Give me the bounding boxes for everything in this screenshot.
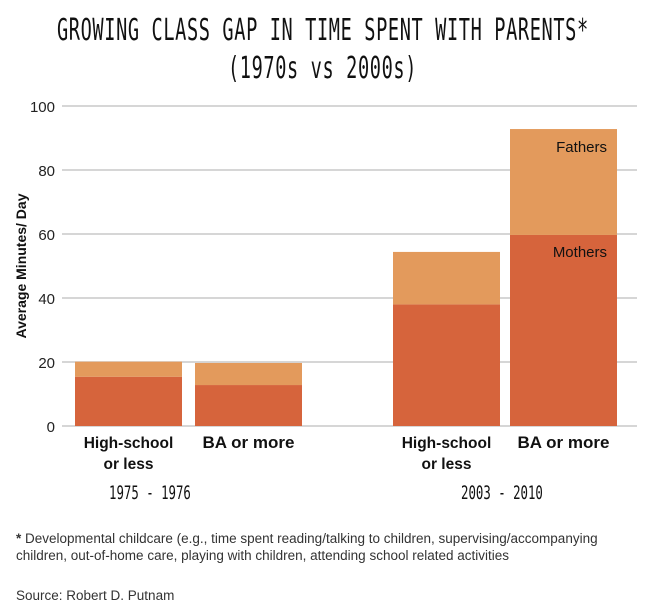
- series-label-mothers: Mothers: [553, 244, 607, 261]
- x-tick-label: High-school: [84, 435, 174, 452]
- bar-mothers: [510, 234, 617, 426]
- bar-fathers: [510, 129, 617, 235]
- group-label-1970s: 1975 - 1976: [50, 482, 250, 504]
- chart-title-text: Growing class gap in time spent with par…: [56, 13, 589, 48]
- y-tick-label: 60: [38, 227, 55, 244]
- x-tick-label: or less: [104, 456, 154, 473]
- chart-plot: 0 20 40 60 80 100 Average Minutes/ Day High-sch…: [13, 99, 637, 473]
- y-axis-label: Average Minutes/ Day: [13, 193, 29, 338]
- series-label-fathers: Fathers: [556, 139, 607, 156]
- bar-fathers: [393, 251, 500, 305]
- footnote-marker: *: [16, 531, 22, 546]
- group-label-2000s: 2003 - 2010: [402, 482, 602, 504]
- y-tick-label: 40: [38, 291, 55, 308]
- group-label-2000s-text: 2003 - 2010: [461, 482, 543, 504]
- group-label-1970s-text: 1975 - 1976: [109, 482, 191, 504]
- x-tick-label: BA or more: [518, 433, 610, 452]
- y-tick-label: 0: [47, 419, 55, 436]
- chart-title: Growing class gap in time spent with par…: [0, 14, 645, 48]
- bar-mothers: [195, 385, 302, 426]
- y-tick-label: 20: [38, 355, 55, 372]
- footnote-text: Developmental childcare (e.g., time spen…: [16, 531, 598, 563]
- chart-subtitle-text: (1970s vs 2000s): [227, 51, 418, 86]
- x-tick-label: BA or more: [203, 433, 295, 452]
- bar-mothers: [75, 376, 182, 426]
- bar-fathers: [195, 362, 302, 386]
- x-tick-label: High-school: [402, 435, 492, 452]
- bar-fathers: [75, 361, 182, 377]
- bar-mothers: [393, 304, 500, 426]
- source: Source: Robert D. Putnam: [16, 588, 175, 603]
- footnote: * Developmental childcare (e.g., time sp…: [16, 530, 626, 564]
- y-tick-label: 100: [30, 99, 55, 116]
- y-tick-label: 80: [38, 163, 55, 180]
- x-tick-label: or less: [422, 456, 472, 473]
- chart-subtitle: (1970s vs 2000s): [0, 52, 645, 86]
